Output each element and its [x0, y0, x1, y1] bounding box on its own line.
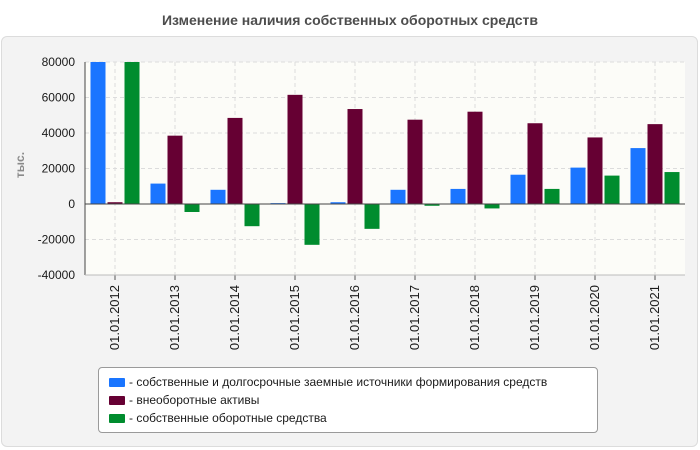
bar-series-2 [647, 124, 663, 204]
bar-series-1 [90, 62, 106, 204]
legend-swatch [109, 377, 125, 387]
x-tick-label: 01.01.2016 [347, 285, 362, 350]
bar-series-1 [330, 202, 346, 204]
bar-series-1 [630, 148, 646, 204]
bar-series-2 [227, 117, 243, 204]
bar-series-3 [184, 204, 200, 212]
bar-series-1 [450, 188, 466, 204]
legend-item: - собственные оборотные средства [109, 409, 597, 427]
legend-swatch [109, 395, 125, 405]
chart-title: Изменение наличия собственных оборотных … [161, 12, 539, 28]
bar-series-3 [124, 62, 140, 204]
legend-item: - внеоборотные активы [109, 391, 597, 409]
bar-series-3 [304, 204, 320, 245]
bar-series-2 [407, 119, 423, 204]
y-axis-label: тыс. [13, 152, 27, 178]
legend-label: - собственные и долгосрочные заемные ист… [129, 375, 548, 389]
x-tick-label: 01.01.2018 [467, 285, 482, 350]
y-tick-label: 40000 [42, 126, 76, 140]
bar-series-2 [167, 135, 183, 204]
bar-series-3 [424, 204, 440, 206]
x-tick-label: 01.01.2013 [167, 285, 182, 350]
legend-label: - собственные оборотные средства [129, 411, 327, 425]
legend: - собственные и долгосрочные заемные ист… [98, 367, 598, 433]
legend-swatch [109, 413, 125, 423]
x-tick-label: 01.01.2021 [647, 285, 662, 350]
bar-series-2 [467, 111, 483, 204]
x-tick-label: 01.01.2014 [227, 285, 242, 350]
legend-label: - внеоборотные активы [129, 393, 260, 407]
y-tick-label: 80000 [42, 55, 76, 69]
bars [90, 62, 680, 245]
bar-series-3 [664, 172, 680, 204]
bar-series-2 [527, 123, 543, 204]
x-tick-label: 01.01.2015 [287, 285, 302, 350]
bar-series-3 [364, 204, 380, 229]
x-tick-label: 01.01.2012 [107, 285, 122, 350]
bar-series-3 [604, 175, 620, 204]
y-tick-label: 60000 [42, 91, 76, 105]
y-tick-label: -20000 [38, 233, 76, 247]
bar-series-3 [484, 204, 500, 209]
bar-series-1 [570, 167, 586, 204]
x-tick-label: 01.01.2017 [407, 285, 422, 350]
bar-series-2 [587, 137, 603, 204]
bar-series-2 [107, 202, 123, 204]
bar-series-1 [210, 189, 226, 204]
bar-series-1 [510, 174, 526, 204]
x-tick-label: 01.01.2020 [587, 285, 602, 350]
bar-series-3 [244, 204, 260, 227]
y-tick-label: -40000 [38, 268, 76, 282]
bar-series-1 [390, 189, 406, 204]
bar-series-2 [287, 94, 303, 204]
x-tick-label: 01.01.2019 [527, 285, 542, 350]
legend-item: - собственные и долгосрочные заемные ист… [109, 373, 597, 391]
y-tick-label: 0 [68, 197, 75, 211]
bar-series-3 [544, 188, 560, 204]
bar-series-1 [150, 183, 166, 204]
bar-series-2 [347, 109, 363, 204]
y-tick-label: 20000 [42, 162, 76, 176]
axes: 80000 60000 40000 20000 0 -20000 -40000 01.01.2… [38, 55, 685, 350]
